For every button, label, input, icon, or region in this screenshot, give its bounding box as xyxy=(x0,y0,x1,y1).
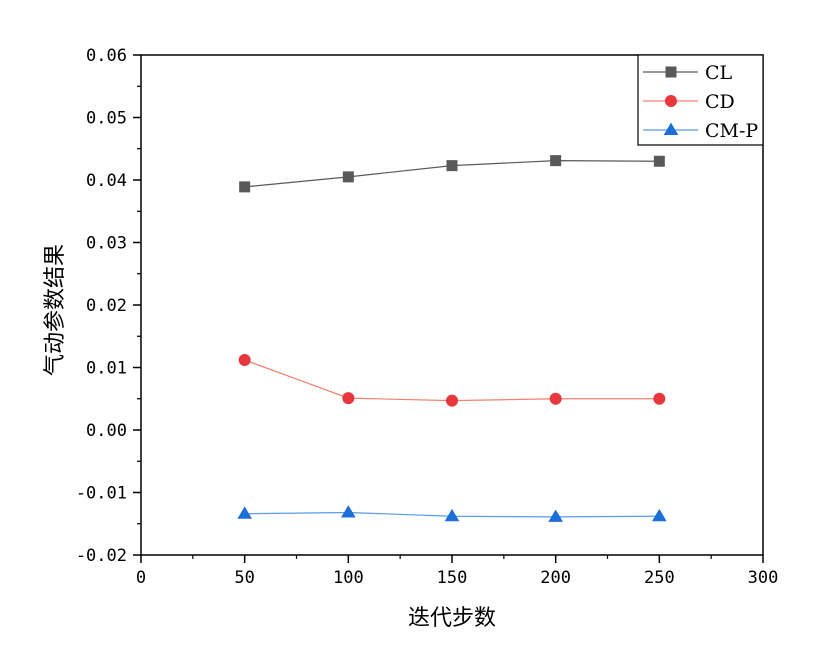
data-point xyxy=(550,155,562,167)
data-point xyxy=(653,392,666,405)
data-point xyxy=(548,509,563,522)
data-point xyxy=(238,354,251,366)
legend-label: CD xyxy=(705,91,735,113)
legend-label: CL xyxy=(705,62,733,84)
legend-item-cd: CD xyxy=(643,91,735,113)
data-point xyxy=(444,508,460,522)
series-layer xyxy=(237,155,667,522)
axes: 0 50 100 150 200 250 300 -0.02 -0.01 0.00 0.01 0.02… xyxy=(76,46,779,588)
x-tick-label: 0 xyxy=(136,568,146,588)
y-tick-label: -0.01 xyxy=(76,484,127,504)
data-point xyxy=(652,508,667,522)
data-point xyxy=(239,181,251,193)
legend-item-cl: CL xyxy=(643,62,733,84)
legend-marker xyxy=(663,122,679,136)
series-cl xyxy=(239,155,665,193)
y-tick-label: 0.04 xyxy=(86,171,127,191)
series-line xyxy=(244,359,660,402)
data-point xyxy=(549,392,562,405)
data-point xyxy=(653,155,665,167)
data-point xyxy=(446,394,458,407)
y-tick-label: 0.03 xyxy=(86,234,127,254)
legend-marker xyxy=(665,66,677,78)
y-tick-label: 0.02 xyxy=(86,296,127,316)
legend-marker xyxy=(665,95,677,107)
data-point xyxy=(342,392,355,405)
series-cd xyxy=(238,354,666,407)
data-point xyxy=(341,505,356,518)
x-tick-label: 50 xyxy=(234,568,254,588)
x-tick-label: 250 xyxy=(644,568,675,588)
x-tick-label: 150 xyxy=(437,568,468,588)
legend-item-cm-p: CM-P xyxy=(643,120,758,142)
y-tick-label: 0.00 xyxy=(86,421,127,441)
data-point xyxy=(237,506,252,519)
x-axis-title: 迭代步数 xyxy=(408,606,496,631)
x-tick-label: 100 xyxy=(333,568,364,588)
data-point xyxy=(342,171,354,183)
y-tick-label: 0.01 xyxy=(86,359,127,379)
legend-label: CM-P xyxy=(705,120,758,142)
y-axis-title: 气动参数结果 xyxy=(43,244,68,376)
y-tick-label: 0.05 xyxy=(86,109,127,129)
y-tick-label: 0.06 xyxy=(86,46,127,66)
legend: CL CD CM-P xyxy=(637,54,764,146)
series-cm-p xyxy=(237,505,667,522)
x-tick-label: 300 xyxy=(748,568,779,588)
data-point xyxy=(446,160,458,172)
y-tick-label: -0.02 xyxy=(76,546,127,566)
x-tick-label: 200 xyxy=(540,568,571,588)
